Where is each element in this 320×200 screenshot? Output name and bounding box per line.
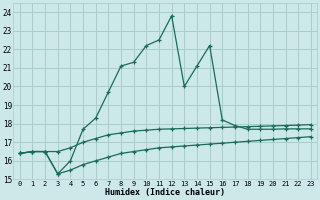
X-axis label: Humidex (Indice chaleur): Humidex (Indice chaleur) (105, 188, 225, 197)
